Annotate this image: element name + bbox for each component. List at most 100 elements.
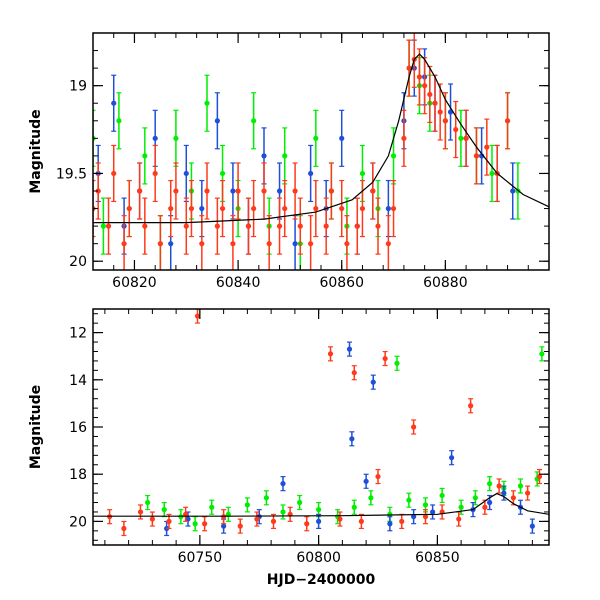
data-point	[313, 179, 319, 238]
data-point	[370, 374, 376, 390]
y-tick-label: 16	[69, 420, 87, 436]
data-point	[473, 127, 480, 185]
x-tick-label: 60750	[178, 550, 223, 566]
data-point	[370, 162, 376, 220]
data-point	[351, 365, 357, 381]
data-point	[116, 92, 122, 150]
data-point	[111, 74, 117, 132]
data-point	[422, 509, 429, 525]
y-tick-label: 20	[69, 254, 87, 270]
data-point	[204, 162, 210, 220]
data-point	[142, 197, 148, 255]
data-point	[230, 215, 236, 270]
y-tick-label: 19.5	[56, 166, 87, 182]
data-point	[292, 162, 298, 220]
data-point	[173, 162, 179, 220]
data-point	[368, 490, 374, 506]
data-point	[297, 494, 303, 511]
top-panel: 60820 60840 60860 60880 19 19.5 20 Magnitude	[28, 32, 550, 291]
data-point	[251, 179, 257, 238]
data-point	[204, 74, 210, 132]
data-point	[449, 450, 455, 466]
data-point	[525, 485, 531, 501]
data-point	[237, 518, 243, 534]
data-point	[385, 215, 391, 270]
data-point	[390, 179, 397, 238]
data-point	[447, 83, 454, 141]
bottom-data-points	[107, 309, 545, 537]
data-point	[149, 511, 155, 527]
data-point	[202, 516, 208, 532]
data-point	[479, 127, 485, 185]
data-point	[121, 215, 127, 270]
data-point	[308, 215, 314, 270]
data-point	[387, 516, 393, 532]
x-tick-label: 60820	[112, 275, 157, 291]
data-point	[536, 468, 543, 485]
data-point	[484, 118, 490, 176]
y-tick-label: 20	[69, 514, 87, 530]
data-point	[111, 144, 117, 203]
data-point	[489, 144, 495, 203]
data-point	[161, 502, 167, 518]
data-point	[282, 127, 288, 185]
data-point	[375, 197, 381, 255]
data-point	[439, 504, 445, 520]
data-point	[487, 476, 493, 492]
data-point	[168, 179, 174, 238]
data-point	[504, 92, 511, 150]
data-point	[287, 506, 293, 522]
data-point	[422, 57, 428, 115]
data-point	[251, 92, 257, 150]
data-point	[214, 197, 220, 255]
data-point	[458, 109, 464, 167]
bottom-panel: 60750 60800 60850 12 14 16 18 20 Magnitude HJD−…	[28, 308, 550, 588]
data-point	[280, 476, 286, 492]
data-point	[339, 179, 345, 238]
data-point	[406, 39, 412, 97]
x-tick-label: 60840	[216, 275, 261, 291]
data-point	[387, 506, 393, 522]
data-point	[297, 197, 303, 255]
data-point	[173, 109, 179, 167]
data-point	[225, 506, 231, 522]
data-point	[344, 215, 350, 270]
data-point	[316, 513, 322, 530]
x-tick-label: 60800	[296, 550, 341, 566]
data-point	[270, 513, 277, 530]
data-point	[152, 144, 158, 203]
bottom-y-axis-label: Magnitude	[28, 385, 44, 469]
data-point	[382, 350, 388, 367]
data-point	[453, 100, 459, 159]
data-point	[100, 197, 106, 255]
data-point	[95, 162, 101, 220]
data-point	[375, 468, 381, 485]
data-point	[219, 179, 226, 238]
bottom-model-curve	[93, 492, 549, 517]
data-point	[399, 513, 405, 530]
data-point	[411, 509, 417, 525]
data-point	[254, 511, 260, 527]
data-point	[304, 516, 310, 532]
data-point	[539, 346, 545, 362]
top-model-curve	[93, 53, 549, 224]
data-point	[339, 109, 345, 167]
y-tick-label: 19	[69, 79, 87, 95]
data-point	[157, 215, 163, 270]
data-point	[346, 341, 353, 357]
bottom-axis-ticks: 60750 60800 60850 12 14 16 18 20	[69, 309, 549, 566]
data-point	[439, 487, 445, 504]
data-point	[394, 355, 400, 371]
y-tick-label: 14	[69, 373, 87, 389]
data-point	[351, 499, 357, 515]
data-point	[282, 179, 288, 238]
data-point	[192, 516, 198, 532]
data-point	[183, 197, 189, 255]
data-point	[349, 431, 355, 447]
data-point	[406, 492, 412, 508]
data-point	[313, 109, 319, 167]
data-point	[442, 92, 448, 150]
data-point	[235, 162, 241, 220]
data-point	[482, 499, 488, 515]
